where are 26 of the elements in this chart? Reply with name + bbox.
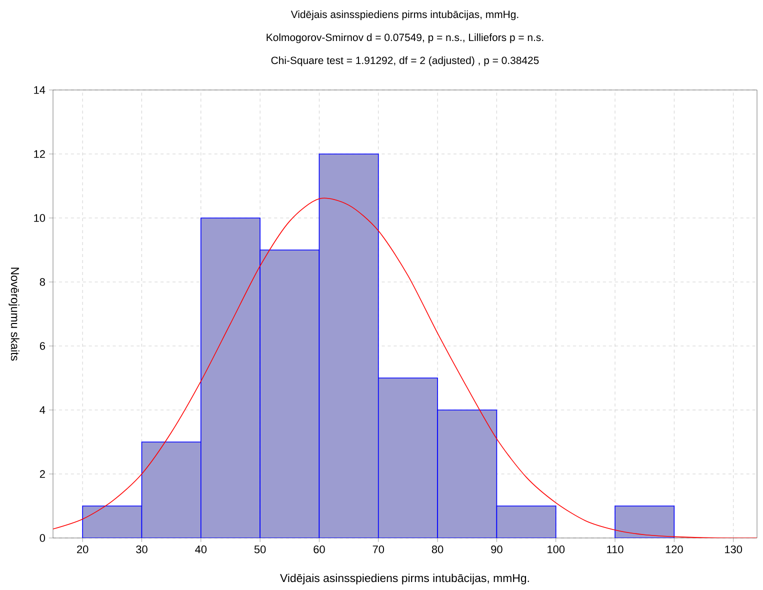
chart-subtitle: Kolmogorov-Smirnov d = 0.07549, p = n.s., Lilliefors p = n.s. bbox=[266, 33, 544, 44]
x-axis-title: Vidējais asinsspiediens pirms intubācijas, mmHg. bbox=[280, 574, 529, 584]
x-tick-label: 40 bbox=[195, 546, 207, 554]
x-tick-label: 110 bbox=[607, 546, 624, 554]
x-tick-label: 80 bbox=[432, 546, 444, 554]
x-tick-label: 30 bbox=[136, 546, 148, 554]
y-tick-label: 6 bbox=[40, 342, 46, 350]
y-tick-label: 12 bbox=[34, 150, 45, 158]
x-tick-label: 90 bbox=[491, 546, 502, 554]
x-tick-label: 60 bbox=[314, 546, 325, 554]
x-tick-label: 20 bbox=[77, 546, 88, 554]
x-tick-label: 50 bbox=[254, 546, 266, 554]
x-tick-label: 130 bbox=[725, 546, 742, 554]
y-axis-title: Novērojumu skaits bbox=[8, 268, 20, 361]
y-tick-label: 2 bbox=[40, 470, 45, 478]
y-tick-label: 8 bbox=[40, 278, 46, 286]
x-tick-label: 70 bbox=[372, 546, 384, 554]
x-tick-label: 120 bbox=[666, 546, 683, 554]
y-tick-label: 0 bbox=[40, 534, 46, 542]
text: Chi-Square test = 1.91292, df = 2 (adjusted) , p = 0.38425 bbox=[271, 56, 539, 66]
x-tick-label: 100 bbox=[548, 546, 565, 554]
y-tick-label: 4 bbox=[40, 406, 46, 414]
y-tick-label: 14 bbox=[34, 86, 46, 94]
y-tick-label: 10 bbox=[34, 214, 46, 222]
chart-title: Vidējais asinsspiediens pirms intubācijas, mmHg. bbox=[290, 10, 518, 20]
line-series bbox=[53, 198, 758, 538]
